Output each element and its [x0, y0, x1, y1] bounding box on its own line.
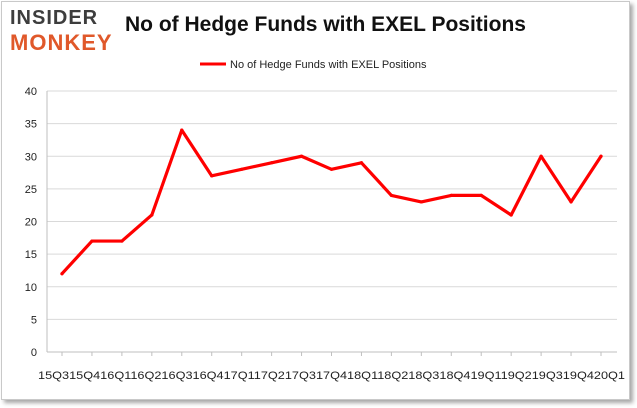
data-point: [479, 193, 483, 197]
data-point: [449, 193, 453, 197]
chart-frame: [1, 1, 630, 400]
data-point: [270, 161, 274, 165]
y-tick-label: 15: [25, 249, 37, 261]
series-line: [60, 128, 603, 276]
legend: No of Hedge Funds with EXEL Positions: [200, 59, 427, 71]
insider-monkey-logo: INSIDER MONKEY: [10, 6, 116, 58]
data-point: [359, 161, 364, 165]
data-point: [210, 174, 214, 178]
y-tick-label: 0: [31, 347, 37, 359]
legend-label: No of Hedge Funds with EXEL Positions: [230, 59, 427, 71]
data-point: [329, 167, 334, 171]
y-tick-label: 35: [25, 119, 37, 131]
chart-title: No of Hedge Funds with EXEL Positions: [125, 13, 526, 36]
logo-text-insider: INSIDER: [10, 7, 99, 29]
data-point: [180, 128, 184, 132]
y-tick-label: 25: [25, 184, 37, 196]
data-point: [569, 200, 573, 204]
y-tick-label: 40: [25, 86, 37, 98]
data-point: [90, 239, 94, 243]
x-axis-tick-labels: 15Q315Q416Q116Q216Q316Q417Q117Q217Q317Q4…: [38, 370, 625, 382]
y-tick-label: 20: [25, 217, 37, 229]
y-axis-ticks: 0 5 10 15 20 25 30 35 40: [25, 86, 37, 359]
gridlines: [47, 90, 617, 320]
y-tick-label: 30: [25, 151, 37, 163]
y-tick-label: 10: [25, 282, 37, 294]
data-point: [120, 239, 124, 243]
data-point: [150, 213, 154, 217]
data-point: [60, 272, 64, 276]
data-point: [389, 193, 393, 197]
y-tick-label: 5: [31, 314, 37, 326]
data-point: [419, 200, 423, 204]
data-point: [299, 154, 304, 158]
data-point: [509, 213, 513, 217]
series-layer: [60, 128, 603, 276]
data-point: [539, 154, 543, 158]
data-point: [599, 154, 603, 158]
axes: [46, 91, 617, 356]
data-point: [240, 167, 244, 171]
logo-text-monkey: MONKEY: [10, 30, 113, 55]
